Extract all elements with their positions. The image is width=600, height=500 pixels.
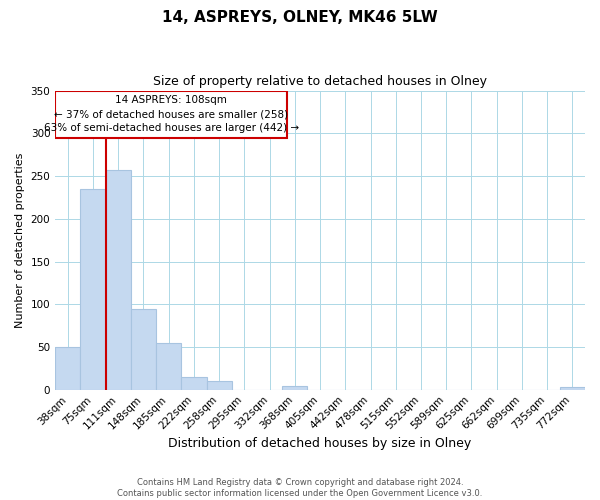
Text: 14, ASPREYS, OLNEY, MK46 5LW: 14, ASPREYS, OLNEY, MK46 5LW [162,10,438,25]
Bar [106,170,131,390]
Bar [131,310,156,390]
Bar [560,387,585,390]
Bar [156,342,181,390]
Bar [55,90,287,138]
Text: Contains HM Land Registry data © Crown copyright and database right 2024.
Contai: Contains HM Land Registry data © Crown c… [118,478,482,498]
Bar [80,189,106,390]
Bar [282,386,307,390]
Title: Size of property relative to detached houses in Olney: Size of property relative to detached ho… [153,75,487,88]
Bar [181,377,206,390]
Bar [206,381,232,390]
Text: 14 ASPREYS: 108sqm
← 37% of detached houses are smaller (258)
63% of semi-detach: 14 ASPREYS: 108sqm ← 37% of detached hou… [44,95,299,133]
X-axis label: Distribution of detached houses by size in Olney: Distribution of detached houses by size … [169,437,472,450]
Y-axis label: Number of detached properties: Number of detached properties [15,152,25,328]
Bar [55,347,80,390]
